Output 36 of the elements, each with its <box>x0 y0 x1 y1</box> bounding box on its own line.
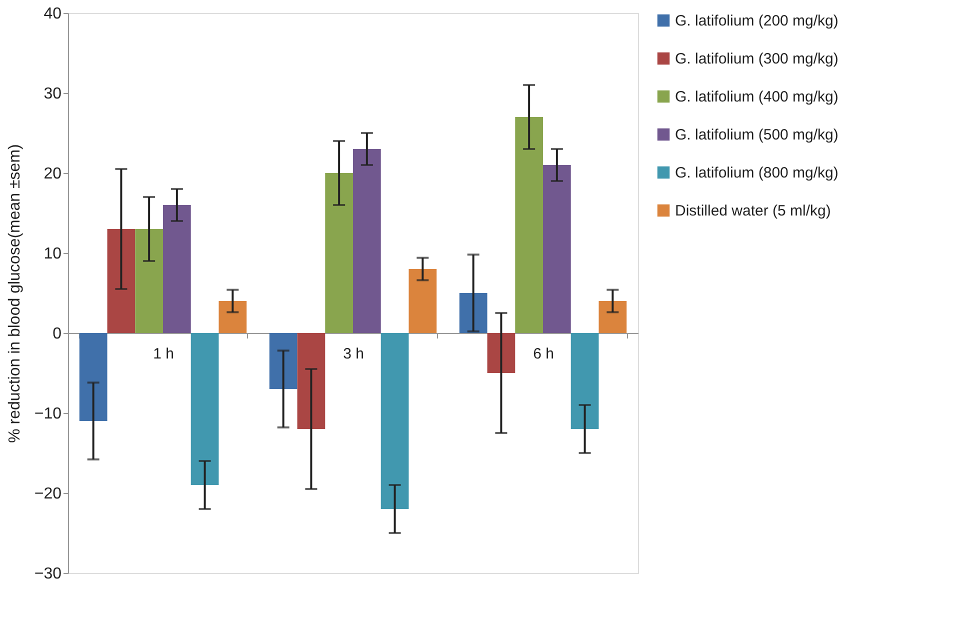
y-tick-label: −20 <box>34 486 62 502</box>
bar <box>79 333 108 421</box>
y-tick-label: 20 <box>44 166 62 182</box>
legend-label: G. latifolium (800 mg/kg) <box>675 164 838 182</box>
legend-label: G. latifolium (500 mg/kg) <box>675 126 838 144</box>
legend-label: G. latifolium (400 mg/kg) <box>675 88 838 106</box>
legend-label: Distilled water (5 ml/kg) <box>675 202 831 220</box>
bar <box>408 269 437 333</box>
y-tick-label: 40 <box>44 6 62 22</box>
bar <box>487 333 516 373</box>
y-tick-label: 0 <box>52 326 62 342</box>
y-axis-title: % reduction in blood glucose(mean ±sem) <box>6 144 24 443</box>
bar <box>353 149 381 333</box>
bar <box>107 229 136 333</box>
bar <box>515 117 543 333</box>
bar <box>325 173 353 333</box>
y-tick-label: 30 <box>44 86 62 102</box>
bar <box>297 333 326 429</box>
x-tick-label: 3 h <box>343 346 364 362</box>
x-tick-label: 1 h <box>153 346 174 362</box>
bar <box>218 301 247 333</box>
bar <box>598 301 627 333</box>
y-tick-label: −10 <box>34 406 62 422</box>
bar <box>570 333 599 429</box>
bar <box>269 333 298 389</box>
bar <box>543 165 571 333</box>
bar <box>135 229 163 333</box>
bar <box>459 293 488 333</box>
x-tick-label: 6 h <box>533 346 554 362</box>
legend-label: G. latifolium (200 mg/kg) <box>675 12 838 30</box>
y-tick-label: 10 <box>44 246 62 262</box>
bar <box>163 205 191 333</box>
y-tick-label: −30 <box>34 566 62 582</box>
bar <box>380 333 409 509</box>
bar <box>190 333 219 485</box>
legend-label: G. latifolium (300 mg/kg) <box>675 50 838 68</box>
